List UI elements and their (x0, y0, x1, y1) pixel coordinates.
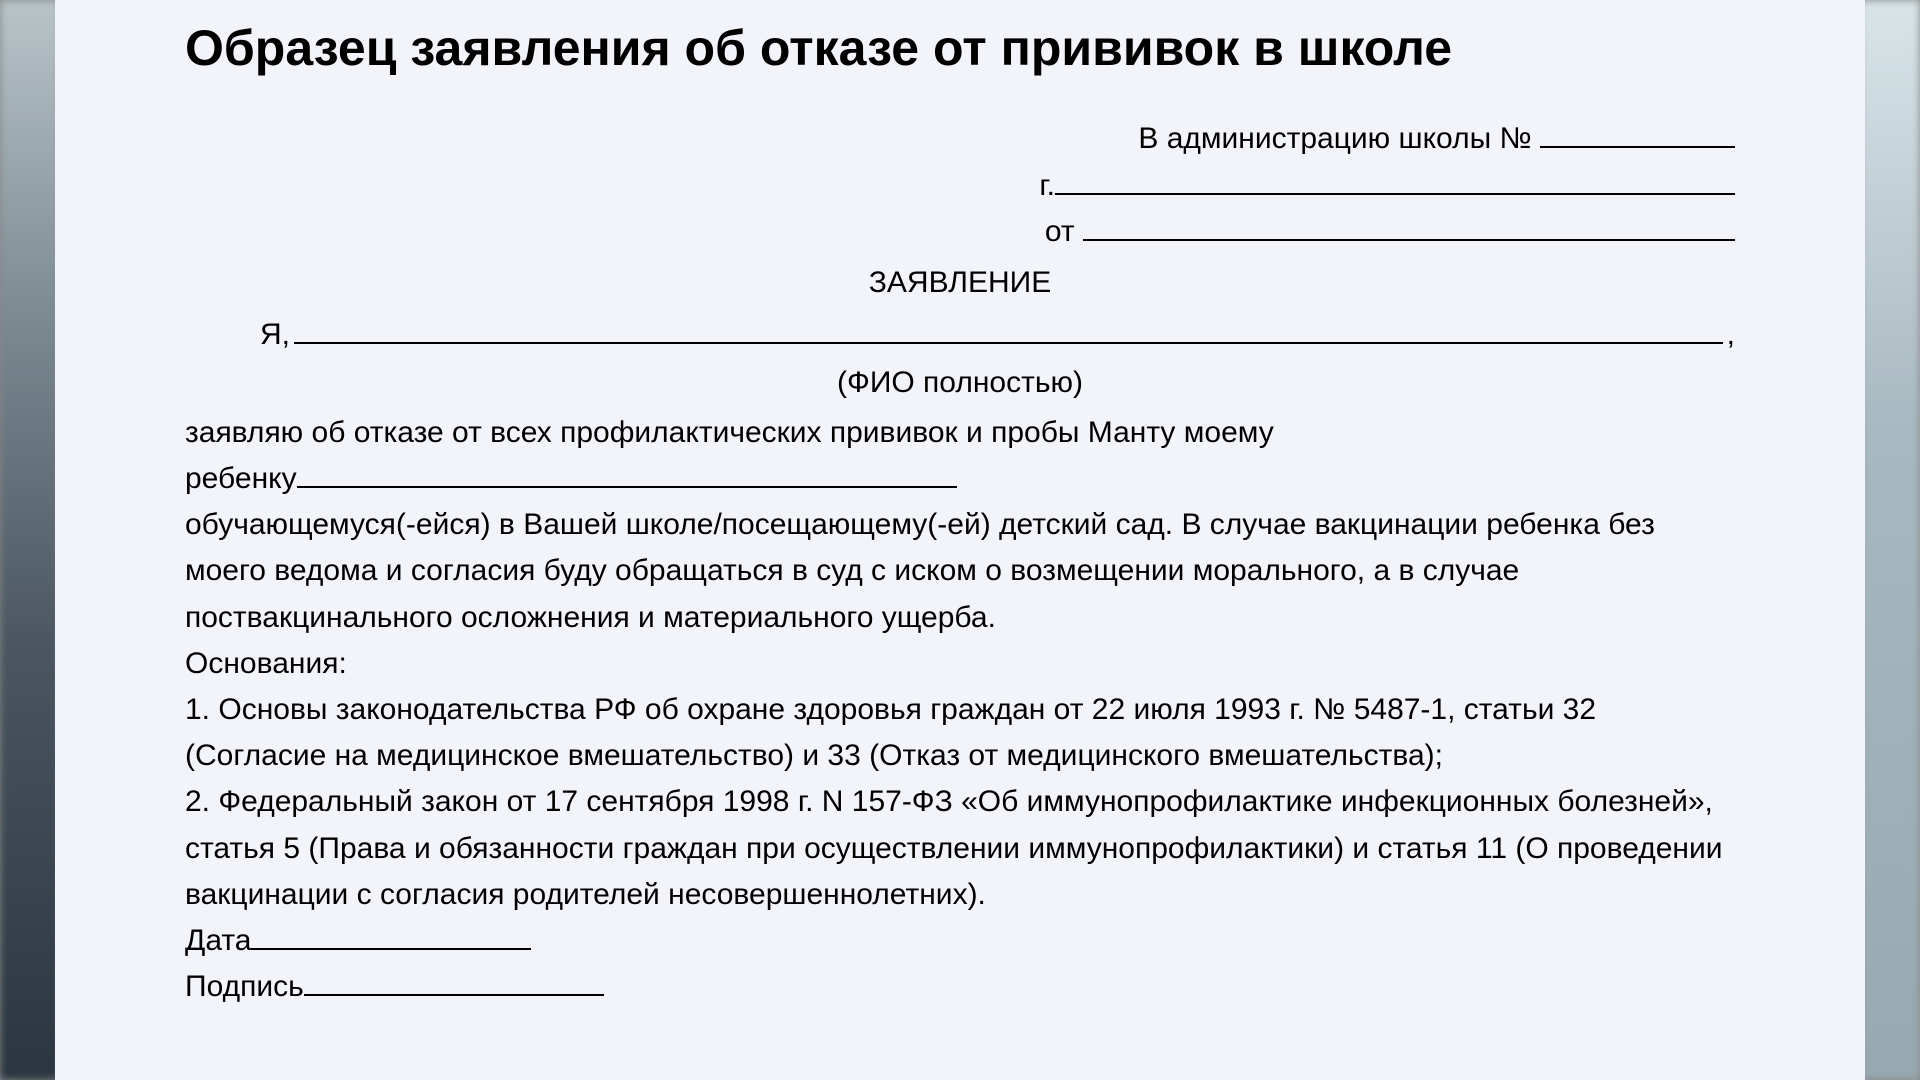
blank-school-number (1540, 118, 1735, 148)
blank-date (251, 920, 531, 950)
signature-label: Подпись (185, 970, 304, 1003)
blank-from (1083, 211, 1735, 241)
declarant-line: Я, , (260, 312, 1735, 358)
addressee-prefix-2: г. (1039, 169, 1055, 202)
date-label: Дата (185, 924, 251, 957)
paragraph-2: обучающемуся(-ейся) в Вашей школе/посеща… (185, 502, 1735, 641)
document-body: Я, , (ФИО полностью) заявляю об отказе о… (185, 312, 1735, 1011)
addressee-prefix-1: В администрацию школы № (1138, 122, 1540, 155)
document-page: Образец заявления об отказе от прививок … (55, 0, 1865, 1080)
fio-caption: (ФИО полностью) (185, 360, 1735, 406)
document-title: Образец заявления об отказе от прививок … (185, 18, 1735, 78)
blank-city (1055, 165, 1735, 195)
ground-2: 2. Федеральный закон от 17 сентября 1998… (185, 779, 1735, 918)
date-line: Дата (185, 918, 1735, 964)
child-prefix: ребенку (185, 462, 297, 495)
ya-prefix: Я, (260, 312, 290, 358)
grounds-label: Основания: (185, 641, 1735, 687)
blank-child-name (297, 458, 957, 488)
background-left (0, 0, 60, 1080)
paragraph-1-child-line: ребенку (185, 456, 1735, 502)
blank-declarant-name (294, 314, 1723, 344)
addressee-prefix-3: от (1045, 215, 1083, 248)
signature-line: Подпись (185, 964, 1735, 1010)
addressee-line-3: от (185, 209, 1735, 256)
paragraph-1-line-1: заявляю об отказе от всех профилактическ… (185, 410, 1735, 456)
background-right (1860, 0, 1920, 1080)
application-heading: ЗАЯВЛЕНИЕ (185, 266, 1735, 300)
ya-suffix: , (1727, 312, 1735, 358)
ground-1: 1. Основы законодательства РФ об охране … (185, 687, 1735, 779)
addressee-block: В администрацию школы № г. от (185, 116, 1735, 256)
addressee-line-1: В администрацию школы № (185, 116, 1735, 163)
addressee-line-2: г. (185, 163, 1735, 210)
blank-signature (304, 966, 604, 996)
